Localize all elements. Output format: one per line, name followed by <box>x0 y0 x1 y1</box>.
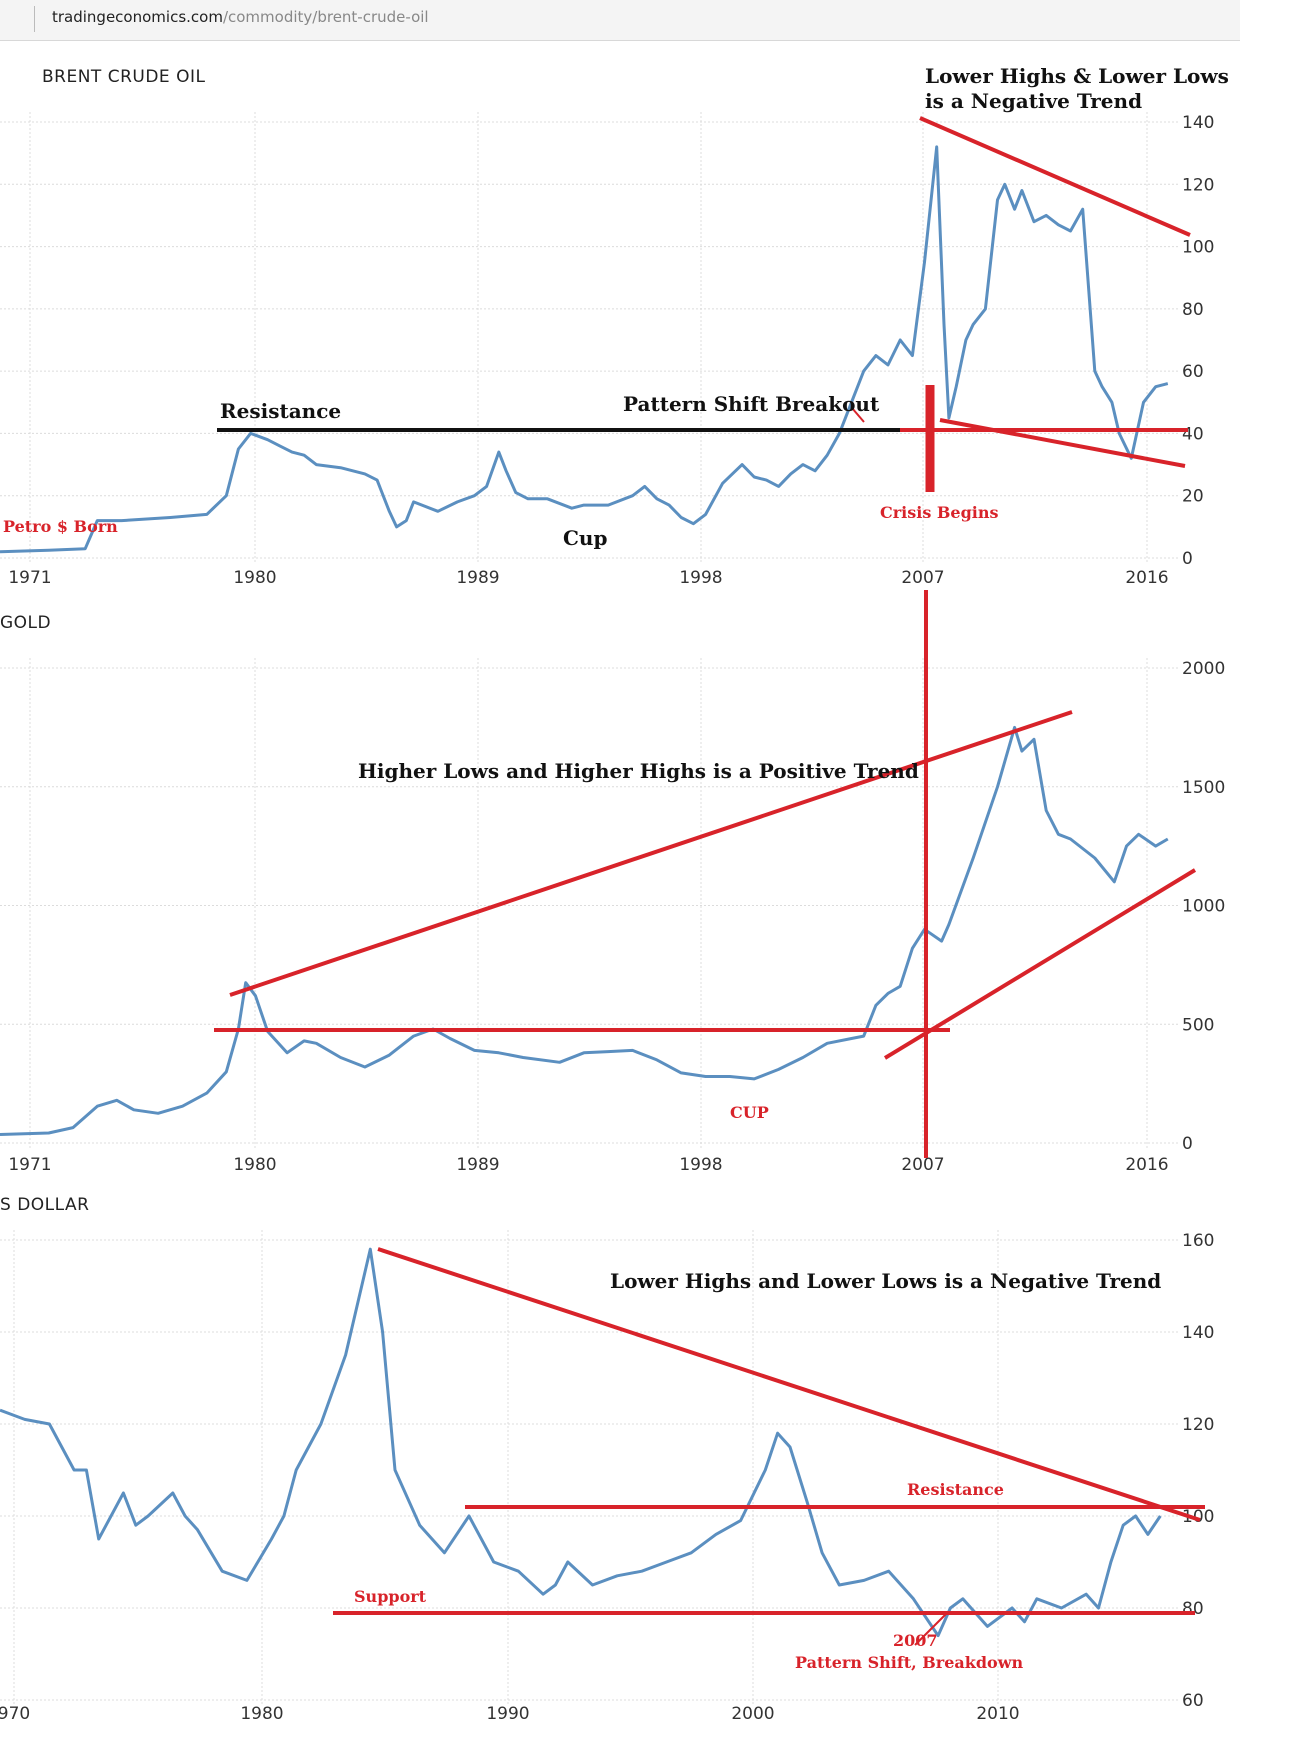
oil-y-tick-label: 0 <box>1182 549 1193 569</box>
usd-x-tick-label: 2000 <box>731 1704 774 1724</box>
oil-annotation-lower-highs: Lower Highs & Lower Lows <box>925 64 1229 88</box>
oil-x-tick-label: 1980 <box>233 568 276 588</box>
oil-series-line <box>0 145 1169 554</box>
gold-x-tick-label: 1998 <box>679 1155 722 1175</box>
usd-chart-title: S DOLLAR <box>0 1195 89 1215</box>
gold-y-tick-label: 0 <box>1182 1134 1193 1154</box>
usd-y-axis: 60 80 100 120 140 160 <box>1182 1231 1214 1711</box>
oil-y-axis: 0 20 40 60 80 100 120 140 <box>1182 113 1214 569</box>
usd-y-tick-label: 100 <box>1182 1507 1214 1527</box>
gold-x-tick-label: 1980 <box>233 1155 276 1175</box>
gold-x-tick-label: 1971 <box>8 1155 51 1175</box>
usd-annotation-support: Support <box>354 1587 427 1606</box>
url-domain: tradingeconomics.com <box>52 8 223 26</box>
address-bar-divider <box>34 6 35 32</box>
oil-y-tick-label: 120 <box>1182 175 1214 195</box>
gold-annotation-cup: CUP <box>730 1103 769 1122</box>
oil-annotation-resistance: Resistance <box>220 399 341 423</box>
gold-annotation-trend: Higher Lows and Higher Highs is a Positi… <box>358 759 919 783</box>
gold-chart-title: GOLD <box>0 613 51 633</box>
gold-y-tick-label: 2000 <box>1182 659 1225 679</box>
oil-chart: BRENT CRUDE OIL 1971 1980 1989 1998 2007 2016… <box>0 64 1229 588</box>
oil-breakout-pointer <box>851 407 865 423</box>
oil-y-tick-label: 60 <box>1182 362 1204 382</box>
gold-y-axis: 0 500 1000 1500 2000 <box>1182 659 1225 1154</box>
usd-breakdown-pointer <box>914 1611 949 1646</box>
oil-x-tick-label: 1998 <box>679 568 722 588</box>
gold-y-tick-label: 1500 <box>1182 778 1225 798</box>
oil-series <box>0 145 1169 554</box>
usd-y-tick-label: 60 <box>1182 1691 1204 1711</box>
oil-annotation-petro: Petro $ Born <box>3 517 118 536</box>
usd-y-tick-label: 160 <box>1182 1231 1214 1251</box>
oil-x-tick-label: 1989 <box>456 568 499 588</box>
browser-address-bar[interactable]: tradingeconomics.com/commodity/brent-cru… <box>0 0 1240 41</box>
gold-higher-highs-trendline <box>229 710 1073 997</box>
oil-x-axis: 1971 1980 1989 1998 2007 2016 <box>8 568 1168 588</box>
oil-annotation-negative-trend: is a Negative Trend <box>925 89 1142 113</box>
usd-x-tick-label: 970 <box>0 1704 30 1724</box>
usd-annotation-year: 2007 <box>893 1631 938 1650</box>
oil-y-tick-label: 80 <box>1182 300 1204 320</box>
address-url[interactable]: tradingeconomics.com/commodity/brent-cru… <box>52 8 429 26</box>
oil-y-tick-label: 40 <box>1182 424 1204 444</box>
usd-x-tick-label: 1980 <box>240 1704 283 1724</box>
oil-x-tick-label: 2007 <box>901 568 944 588</box>
usd-x-tick-label: 2010 <box>976 1704 1019 1724</box>
usd-series-line <box>0 1247 1162 1638</box>
oil-x-tick-label: 1971 <box>8 568 51 588</box>
usd-lower-highs-trendline <box>377 1247 1201 1522</box>
gold-y-tick-label: 500 <box>1182 1015 1214 1035</box>
oil-y-tick-label: 100 <box>1182 238 1214 258</box>
url-path: /commodity/brent-crude-oil <box>222 8 429 26</box>
usd-annotation-trend: Lower Highs and Lower Lows is a Negative… <box>610 1269 1161 1293</box>
usd-annotation-breakdown: Pattern Shift, Breakdown <box>795 1653 1023 1672</box>
usd-chart: S DOLLAR 970 1980 1990 2000 2010 60 80 100 120 1… <box>0 1195 1214 1724</box>
gold-series <box>0 725 1169 1136</box>
usd-series <box>0 1247 1162 1638</box>
gold-x-tick-label: 2007 <box>901 1155 944 1175</box>
usd-x-axis: 970 1980 1990 2000 2010 <box>0 1704 1020 1724</box>
oil-x-tick-label: 2016 <box>1125 568 1168 588</box>
gold-x-axis: 1971 1980 1989 1998 2007 2016 <box>8 1155 1168 1175</box>
usd-x-tick-label: 1990 <box>486 1704 529 1724</box>
oil-lower-lows-trendline <box>939 418 1186 468</box>
oil-lower-highs-trendline <box>919 116 1191 237</box>
oil-chart-title: BRENT CRUDE OIL <box>42 67 205 87</box>
usd-y-tick-label: 80 <box>1182 1599 1204 1619</box>
oil-y-tick-label: 20 <box>1182 487 1204 507</box>
gold-x-tick-label: 1989 <box>456 1155 499 1175</box>
gold-grid <box>0 658 1180 1148</box>
gold-chart: GOLD 1971 1980 1989 1998 2007 2016 0 500 1000 15… <box>0 590 1225 1175</box>
gold-series-line <box>0 725 1169 1136</box>
gold-y-tick-label: 1000 <box>1182 897 1225 917</box>
oil-annotation-cup: Cup <box>563 526 607 550</box>
oil-annotation-crisis: Crisis Begins <box>880 503 999 522</box>
oil-grid <box>0 112 1180 563</box>
oil-annotation-breakout: Pattern Shift Breakout <box>623 392 880 416</box>
oil-y-tick-label: 140 <box>1182 113 1214 133</box>
usd-y-tick-label: 140 <box>1182 1323 1214 1343</box>
usd-y-tick-label: 120 <box>1182 1415 1214 1435</box>
usd-grid <box>0 1230 1180 1705</box>
gold-higher-lows-trendline <box>883 868 1197 1060</box>
gold-x-tick-label: 2016 <box>1125 1155 1168 1175</box>
usd-annotation-resistance: Resistance <box>907 1480 1004 1499</box>
